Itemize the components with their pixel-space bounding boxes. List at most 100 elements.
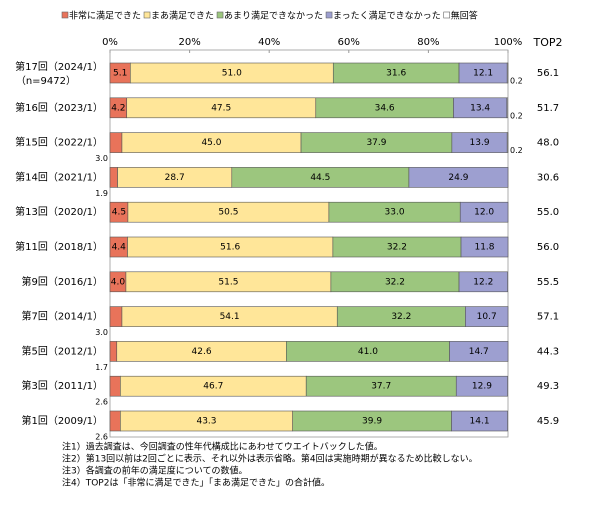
top2-value: 30.6 <box>537 172 559 183</box>
x-tick-label: 20% <box>178 37 200 48</box>
top2-value: 56.0 <box>537 242 559 253</box>
value-label: 33.0 <box>385 208 405 218</box>
category-label: 第11回（2018/1） <box>15 240 103 253</box>
legend-label: 非常に満足できた <box>69 10 141 22</box>
value-label: 50.5 <box>218 208 238 218</box>
bar-segment <box>451 410 508 432</box>
value-label: 4.2 <box>111 103 125 113</box>
bar-segment <box>109 132 123 153</box>
top2-value: 51.7 <box>537 103 559 114</box>
bar-segment <box>449 341 509 362</box>
bar-segment <box>465 306 509 327</box>
bar-segment <box>458 271 508 293</box>
x-tick-label: 80% <box>417 37 439 48</box>
legend-label: まあ満足できた <box>151 11 214 22</box>
bar-segment <box>455 375 508 397</box>
value-label: 42.6 <box>192 347 212 357</box>
value-label: 13.9 <box>470 138 490 148</box>
value-label: 12.0 <box>474 208 494 218</box>
x-tick-label: 40% <box>258 37 280 48</box>
legend-swatch <box>61 11 69 19</box>
value-label: 1.9 <box>95 189 108 198</box>
category-label: 第14回（2021/1） <box>15 170 103 183</box>
value-label: 34.6 <box>375 103 395 113</box>
category-label: 第13回（2020/1） <box>15 205 103 218</box>
note: 注3）各調査の前年の満足度についての数値。 <box>62 465 247 477</box>
bar-segment <box>506 97 508 119</box>
x-tick-label: 0% <box>102 37 118 48</box>
bar-segment <box>109 341 118 362</box>
value-label: 10.7 <box>477 312 497 322</box>
value-label: 24.9 <box>448 173 468 183</box>
bar-segment <box>109 306 123 327</box>
category-label: 第9回（2016/1） <box>21 275 103 288</box>
value-label: 44.5 <box>310 173 330 183</box>
value-label: 32.2 <box>391 312 411 322</box>
bar-segment <box>408 167 509 188</box>
category-label: 第15回（2022/1） <box>15 136 103 149</box>
note: 注4）TOP2は「非常に満足できた」「まあ満足できた」の合計値。 <box>62 477 330 489</box>
value-label: 14.1 <box>470 417 490 427</box>
value-label: 0.2 <box>510 146 523 155</box>
top2-value: 48.0 <box>537 138 559 149</box>
value-label: 14.7 <box>469 347 489 357</box>
value-label: 51.0 <box>222 69 242 79</box>
value-label: 45.0 <box>201 138 221 148</box>
note: 注1）過去調査は、今回調査の性年代構成比にあわせてウエイトバックした値。 <box>62 441 383 453</box>
value-label: 4.0 <box>111 277 126 287</box>
top2-value: 55.0 <box>537 207 559 218</box>
value-label: 54.1 <box>220 312 240 322</box>
value-label: 11.8 <box>474 243 494 253</box>
value-label: 37.7 <box>371 382 391 392</box>
x-tick-label: 100% <box>494 37 523 48</box>
category-label: 第3回（2011/1） <box>21 379 103 392</box>
category-label: 第17回（2024/1） <box>15 60 103 73</box>
category-label: 第7回（2014/1） <box>21 310 103 323</box>
value-label: 5.1 <box>113 69 127 79</box>
bar-segment <box>459 201 509 223</box>
value-label: 51.6 <box>220 243 240 253</box>
value-label: 47.5 <box>211 103 231 113</box>
value-label: 2.6 <box>95 398 108 407</box>
value-label: 12.1 <box>473 69 493 79</box>
top2-value: 55.5 <box>537 277 559 288</box>
legend-swatch <box>216 11 224 19</box>
top2-value: 49.3 <box>537 381 559 392</box>
value-label: 51.5 <box>218 277 238 287</box>
x-tick-label: 60% <box>338 37 360 48</box>
bar-segment <box>109 167 118 188</box>
bar-segment <box>506 132 509 153</box>
category-note: （n=9472） <box>16 75 76 87</box>
legend-label: あまり満足できなかった <box>224 11 323 22</box>
bar-segment <box>506 62 509 84</box>
bar-segment <box>109 410 121 432</box>
value-label: 32.2 <box>387 243 407 253</box>
category-label: 第16回（2023/1） <box>15 101 103 114</box>
top2-value: 45.9 <box>537 416 559 427</box>
category-label: 第5回（2012/1） <box>21 344 103 357</box>
bar-segment <box>109 375 121 397</box>
value-label: 39.9 <box>362 417 382 427</box>
note: 注2）第13回以前は2回ごとに表示、それ以外は表示省略。第4回は実施時期が異なる… <box>62 453 478 465</box>
value-label: 12.2 <box>473 277 493 287</box>
value-label: 32.2 <box>385 277 405 287</box>
value-label: 37.9 <box>366 138 386 148</box>
value-label: 3.0 <box>95 328 108 337</box>
category-label: 第1回（2009/1） <box>21 414 103 427</box>
top2-value: 56.1 <box>537 68 559 79</box>
bar-segment <box>460 236 509 258</box>
legend-swatch <box>443 11 451 19</box>
value-label: 4.5 <box>112 208 126 218</box>
top2-value: 44.3 <box>537 346 559 357</box>
value-label: 2.6 <box>95 433 108 442</box>
value-label: 41.0 <box>358 347 378 357</box>
top2-title: TOP2 <box>532 36 562 49</box>
value-label: 13.4 <box>470 103 490 113</box>
value-label: 28.7 <box>165 173 185 183</box>
legend-swatch <box>325 11 333 19</box>
value-label: 43.3 <box>196 417 216 427</box>
legend-label: 無回答 <box>451 10 478 22</box>
legend-swatch <box>143 11 151 19</box>
value-label: 4.4 <box>112 243 127 253</box>
